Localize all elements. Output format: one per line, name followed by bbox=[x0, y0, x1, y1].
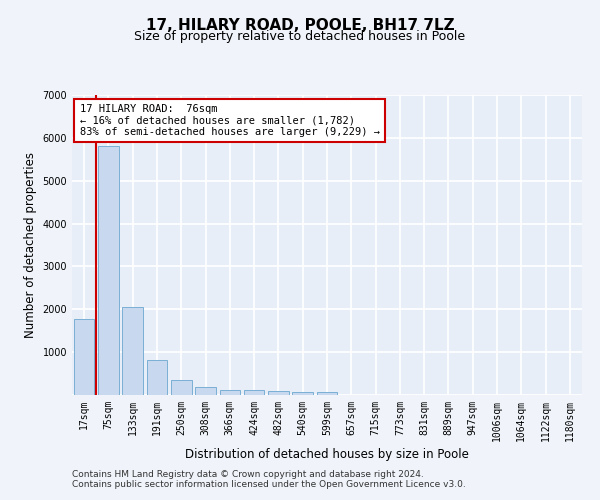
Bar bbox=[122, 306, 143, 395]
X-axis label: Distribution of detached houses by size in Poole: Distribution of detached houses by size … bbox=[185, 448, 469, 461]
Bar bbox=[98, 146, 119, 395]
Bar bbox=[268, 390, 289, 395]
Bar bbox=[74, 318, 94, 395]
Text: Size of property relative to detached houses in Poole: Size of property relative to detached ho… bbox=[134, 30, 466, 43]
Text: 17, HILARY ROAD, POOLE, BH17 7LZ: 17, HILARY ROAD, POOLE, BH17 7LZ bbox=[146, 18, 454, 32]
Y-axis label: Number of detached properties: Number of detached properties bbox=[24, 152, 37, 338]
Bar bbox=[292, 392, 313, 395]
Bar bbox=[317, 392, 337, 395]
Bar bbox=[220, 390, 240, 395]
Text: 17 HILARY ROAD:  76sqm
← 16% of detached houses are smaller (1,782)
83% of semi-: 17 HILARY ROAD: 76sqm ← 16% of detached … bbox=[80, 104, 380, 137]
Bar bbox=[244, 390, 265, 395]
Bar bbox=[171, 380, 191, 395]
Bar bbox=[195, 386, 216, 395]
Text: Contains public sector information licensed under the Open Government Licence v3: Contains public sector information licen… bbox=[72, 480, 466, 489]
Text: Contains HM Land Registry data © Crown copyright and database right 2024.: Contains HM Land Registry data © Crown c… bbox=[72, 470, 424, 479]
Bar bbox=[146, 360, 167, 395]
